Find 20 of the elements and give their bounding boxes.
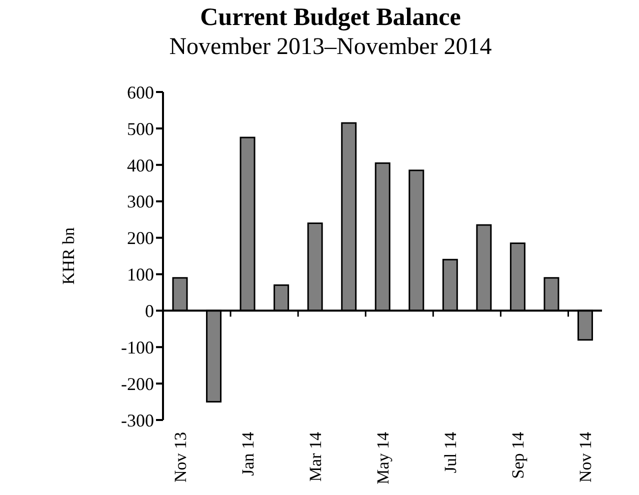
x-tick-label: May 14 [373, 432, 392, 484]
x-tick-label: Jan 14 [238, 432, 258, 476]
y-tick-label: -100 [121, 338, 154, 358]
x-tick-label: Jul 14 [440, 432, 460, 474]
y-tick-label: -300 [121, 410, 154, 430]
y-tick-label: 500 [127, 118, 154, 139]
chart-title: Current Budget Balance [199, 4, 462, 32]
y-tick-label: -200 [121, 374, 154, 394]
x-tick-label: Nov 13 [170, 432, 190, 483]
y-tick-label: 100 [127, 264, 154, 285]
y-tick-label: 300 [127, 192, 154, 212]
x-tick-label: Sep 14 [508, 432, 528, 479]
y-tick-label: 400 [127, 155, 154, 176]
x-tick-label: Nov 14 [576, 432, 596, 483]
y-tick-label: 600 [127, 82, 154, 102]
chart-subtitle: November 2013–November 2014 [168, 33, 493, 61]
y-axis-title: KHR bn [58, 226, 78, 285]
y-tick-label: 0 [145, 301, 154, 322]
x-tick-label: Mar 14 [306, 432, 325, 482]
y-tick-label: 200 [127, 228, 154, 248]
